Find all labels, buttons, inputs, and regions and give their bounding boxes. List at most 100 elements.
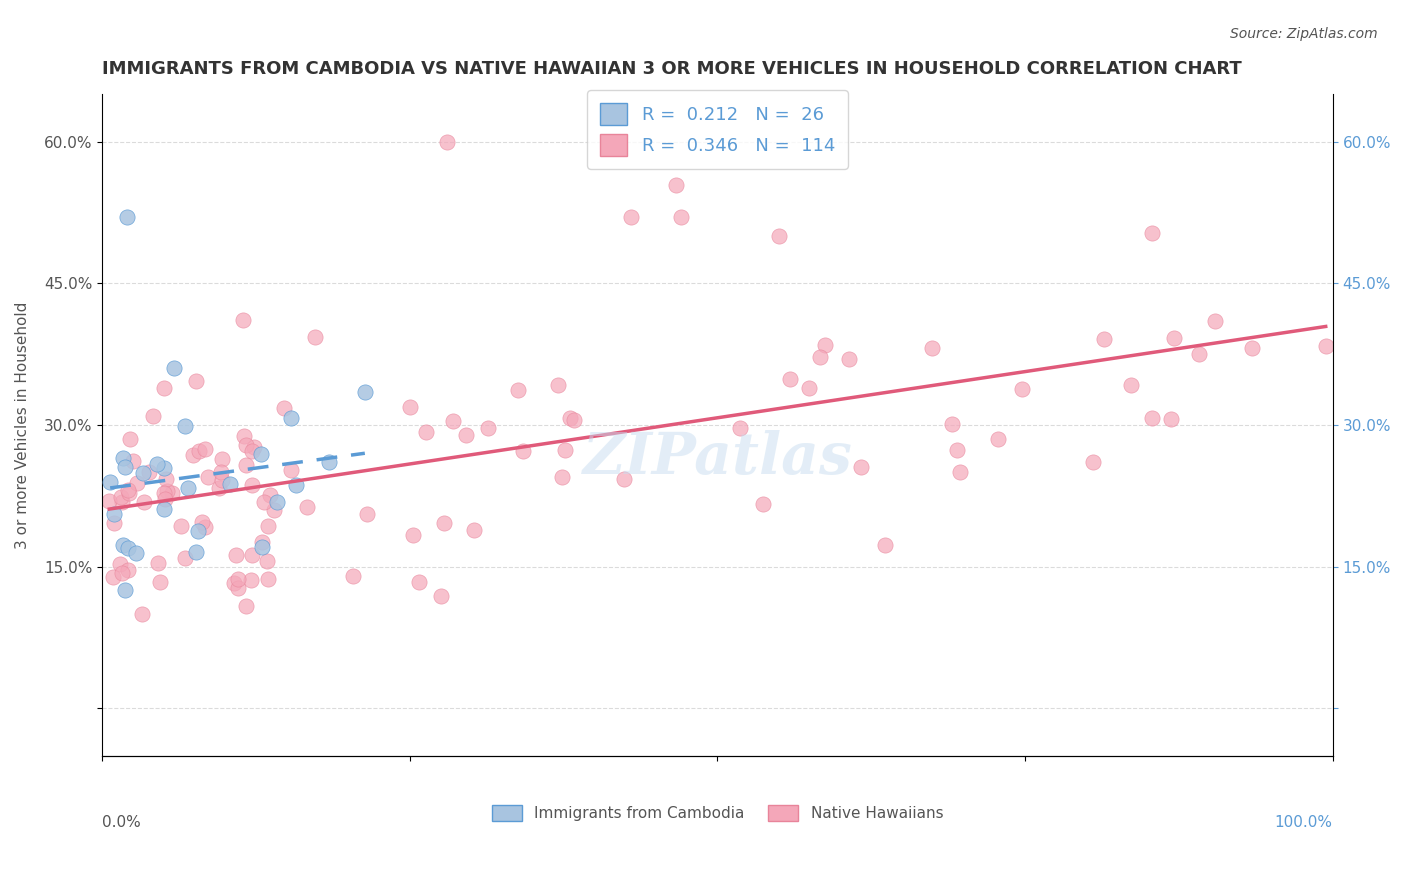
Immigrants from Cambodia	[152, 461, 174, 475]
Native Hawaiians	[295, 500, 318, 514]
Native Hawaiians	[1240, 341, 1263, 355]
Native Hawaiians	[1160, 412, 1182, 426]
Native Hawaiians	[225, 549, 247, 563]
Immigrants from Cambodia	[266, 495, 288, 509]
Native Hawaiians	[242, 444, 264, 458]
Native Hawaiians	[506, 384, 529, 398]
Native Hawaiians	[108, 558, 131, 572]
Native Hawaiians	[211, 452, 233, 467]
Immigrants from Cambodia	[250, 540, 273, 554]
Immigrants from Cambodia	[218, 477, 240, 491]
Native Hawaiians	[342, 569, 364, 583]
Native Hawaiians	[512, 444, 534, 458]
Native Hawaiians	[228, 581, 250, 595]
Native Hawaiians	[256, 554, 278, 568]
Immigrants from Cambodia	[162, 361, 184, 376]
Native Hawaiians	[280, 463, 302, 477]
Native Hawaiians	[181, 448, 204, 462]
Native Hawaiians	[551, 469, 574, 483]
Native Hawaiians	[949, 465, 972, 479]
Native Hawaiians	[1188, 346, 1211, 360]
Native Hawaiians	[224, 576, 246, 591]
Native Hawaiians	[1163, 331, 1185, 345]
Immigrants from Cambodia	[174, 418, 197, 433]
Immigrants from Cambodia	[117, 541, 139, 555]
Native Hawaiians	[477, 421, 499, 435]
Native Hawaiians	[304, 330, 326, 344]
Native Hawaiians	[463, 523, 485, 537]
Native Hawaiians	[208, 481, 231, 495]
Native Hawaiians	[554, 443, 576, 458]
Native Hawaiians	[153, 492, 176, 507]
Native Hawaiians	[240, 477, 263, 491]
Immigrants from Cambodia	[353, 384, 375, 399]
Native Hawaiians	[117, 563, 139, 577]
Native Hawaiians	[808, 351, 831, 365]
Native Hawaiians	[728, 420, 751, 434]
Native Hawaiians	[252, 535, 274, 549]
Native Hawaiians	[235, 599, 257, 613]
Native Hawaiians	[240, 573, 263, 587]
Native Hawaiians	[398, 401, 420, 415]
Native Hawaiians	[132, 494, 155, 508]
Native Hawaiians	[1092, 332, 1115, 346]
Native Hawaiians	[1315, 339, 1337, 353]
Native Hawaiians	[436, 135, 458, 149]
Text: Source: ZipAtlas.com: Source: ZipAtlas.com	[1230, 27, 1378, 41]
Native Hawaiians	[430, 589, 453, 603]
Native Hawaiians	[110, 494, 132, 508]
Immigrants from Cambodia	[187, 524, 209, 538]
Native Hawaiians	[454, 428, 477, 442]
Native Hawaiians	[240, 548, 263, 562]
Native Hawaiians	[155, 472, 177, 486]
Native Hawaiians	[768, 229, 790, 244]
Text: IMMIGRANTS FROM CAMBODIA VS NATIVE HAWAIIAN 3 OR MORE VEHICLES IN HOUSEHOLD CORR: IMMIGRANTS FROM CAMBODIA VS NATIVE HAWAI…	[103, 60, 1241, 78]
Immigrants from Cambodia	[114, 583, 136, 598]
Native Hawaiians	[197, 470, 219, 484]
Native Hawaiians	[98, 494, 121, 508]
Native Hawaiians	[235, 458, 257, 472]
Native Hawaiians	[1204, 314, 1226, 328]
Native Hawaiians	[562, 413, 585, 427]
Native Hawaiians	[228, 573, 250, 587]
Legend: Immigrants from Cambodia, Native Hawaiians: Immigrants from Cambodia, Native Hawaiia…	[485, 799, 949, 827]
Native Hawaiians	[1121, 377, 1143, 392]
Native Hawaiians	[118, 432, 141, 446]
Native Hawaiians	[170, 519, 193, 533]
Native Hawaiians	[148, 557, 170, 571]
Native Hawaiians	[941, 417, 963, 432]
Native Hawaiians	[193, 442, 215, 456]
Native Hawaiians	[173, 550, 195, 565]
Native Hawaiians	[233, 429, 256, 443]
Native Hawaiians	[946, 442, 969, 457]
Native Hawaiians	[408, 575, 430, 590]
Native Hawaiians	[849, 460, 872, 475]
Immigrants from Cambodia	[111, 537, 134, 551]
Immigrants from Cambodia	[184, 544, 207, 558]
Native Hawaiians	[211, 474, 233, 488]
Native Hawaiians	[1140, 410, 1163, 425]
Native Hawaiians	[256, 519, 278, 533]
Native Hawaiians	[263, 503, 285, 517]
Native Hawaiians	[138, 465, 160, 479]
Native Hawaiians	[111, 566, 134, 581]
Immigrants from Cambodia	[98, 475, 121, 489]
Native Hawaiians	[156, 484, 179, 499]
Native Hawaiians	[814, 337, 837, 351]
Immigrants from Cambodia	[250, 447, 273, 461]
Immigrants from Cambodia	[132, 466, 155, 480]
Native Hawaiians	[1081, 455, 1104, 469]
Native Hawaiians	[797, 381, 820, 395]
Native Hawaiians	[558, 410, 581, 425]
Native Hawaiians	[547, 377, 569, 392]
Immigrants from Cambodia	[145, 457, 167, 471]
Native Hawaiians	[142, 409, 165, 424]
Native Hawaiians	[987, 433, 1010, 447]
Native Hawaiians	[257, 572, 280, 586]
Native Hawaiians	[209, 465, 232, 479]
Native Hawaiians	[103, 516, 125, 530]
Immigrants from Cambodia	[152, 501, 174, 516]
Native Hawaiians	[110, 490, 132, 504]
Native Hawaiians	[415, 425, 437, 439]
Text: 0.0%: 0.0%	[103, 815, 141, 830]
